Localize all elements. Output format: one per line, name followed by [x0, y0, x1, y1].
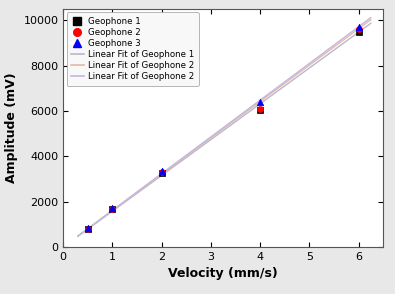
Legend: Geophone 1, Geophone 2, Geophone 3, Linear Fit of Geophone 1, Linear Fit of Geop: Geophone 1, Geophone 2, Geophone 3, Line… — [67, 12, 199, 86]
Point — [109, 206, 116, 211]
X-axis label: Velocity (mm/s): Velocity (mm/s) — [168, 267, 278, 280]
Point — [109, 206, 116, 211]
Y-axis label: Amplitude (mV): Amplitude (mV) — [5, 73, 18, 183]
Point — [85, 225, 91, 230]
Point — [85, 226, 91, 231]
Point — [356, 27, 362, 31]
Point — [257, 107, 263, 112]
Point — [158, 170, 165, 174]
Point — [158, 170, 165, 175]
Point — [158, 168, 165, 173]
Point — [85, 226, 91, 231]
Point — [257, 100, 263, 105]
Point — [109, 206, 116, 210]
Point — [356, 29, 362, 34]
Point — [257, 106, 263, 111]
Point — [356, 25, 362, 30]
